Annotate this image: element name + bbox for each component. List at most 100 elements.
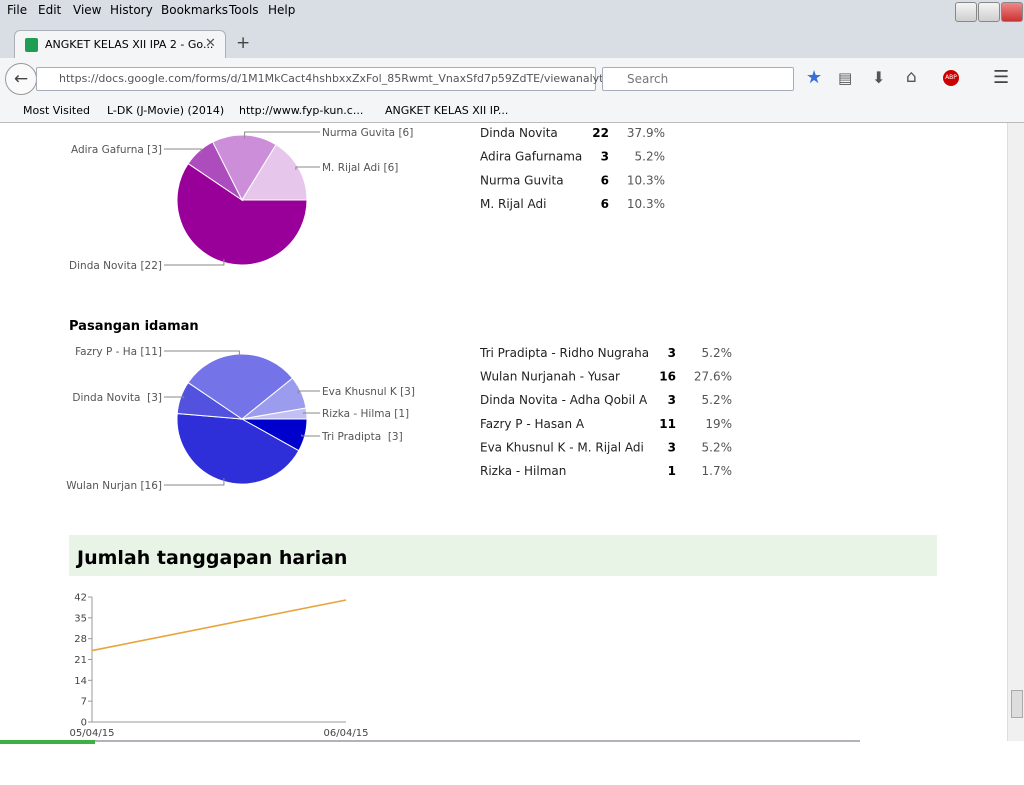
menu-item[interactable]: File [7, 3, 28, 17]
row-percent: 5.2% [702, 440, 733, 454]
bookmark[interactable]: L-DK (J-Movie) (2014) [107, 104, 225, 117]
scrollbar[interactable] [1007, 123, 1024, 741]
row-percent: 37.9% [627, 126, 665, 140]
y-tick-label: 28 [74, 634, 87, 645]
row-percent: 1.7% [702, 464, 733, 478]
menu-item[interactable]: History [110, 3, 153, 17]
pie-label: Fazry P - Ha [11] [75, 346, 162, 358]
reading-list[interactable]: ▤ [838, 69, 853, 87]
bookmark[interactable]: http://www.fyp-kun.c... [239, 104, 364, 117]
row-name: Nurma Guvita [480, 173, 564, 187]
row-count: 11 [659, 417, 676, 431]
row-percent: 19% [705, 417, 732, 431]
pie-label: Dinda Novita [3] [72, 392, 162, 404]
progress-bar [0, 740, 95, 744]
y-tick-label: 42 [74, 593, 87, 604]
row-count: 3 [668, 393, 676, 407]
pie-label: Nurma Guvita [6] [322, 127, 413, 139]
bookmarks-bar: Most Visited L-DK (J-Movie) (2014) http:… [0, 100, 1024, 123]
leader-line [164, 478, 225, 486]
tab-icon [25, 38, 38, 52]
menu-item[interactable]: Help [268, 3, 296, 17]
close-button[interactable] [1001, 2, 1023, 22]
row-name: M. Rijal Adi [480, 197, 546, 211]
row-count: 3 [601, 150, 609, 164]
leader-line [301, 434, 320, 437]
home[interactable]: ⌂ [906, 67, 917, 87]
pie-label: Eva Khusnul K [3] [322, 386, 415, 398]
row-name: Dinda Novita [480, 126, 558, 140]
line-series [91, 599, 347, 652]
menu-item[interactable]: View [73, 3, 102, 17]
pie-label: Adira Gafurna [3] [71, 144, 162, 156]
leader-line [303, 412, 320, 414]
search-box[interactable]: Search [602, 67, 794, 91]
restore-button[interactable] [978, 2, 1000, 22]
row-percent: 10.3% [627, 173, 665, 187]
row-percent: 5.2% [635, 150, 666, 164]
row-count: 16 [659, 370, 676, 384]
pie-label: Wulan Nurjan [16] [66, 480, 162, 492]
bookmark[interactable]: ANGKET KELAS XII IP... [385, 104, 509, 117]
y-tick-label: 0 [81, 718, 87, 729]
x-tick-label: 06/04/15 [324, 728, 369, 739]
minimize-button[interactable] [955, 2, 977, 22]
url-text: https://docs.google.com/forms/d/1M1MkCac… [59, 72, 625, 85]
section-title: Jumlah tanggapan harian [75, 547, 347, 569]
y-tick-label: 35 [74, 613, 87, 624]
leader-line [297, 390, 320, 394]
search-placeholder: Search [627, 72, 669, 86]
menu-bar: File Edit View History Bookmarks Tools H… [0, 0, 1024, 22]
menu-button[interactable]: ☰ [993, 67, 1010, 88]
leader-line [244, 131, 320, 139]
bookmark-star[interactable]: ★ [806, 67, 823, 88]
menu-item[interactable]: Bookmarks [161, 3, 229, 17]
pie-slice [241, 143, 308, 201]
row-name: Eva Khusnul K - M. Rijal Adi [480, 440, 644, 454]
pie-slice [176, 162, 308, 266]
leader-line [164, 350, 240, 358]
pie-label: M. Rijal Adi [6] [322, 162, 398, 174]
leader-line [295, 166, 320, 170]
downloads[interactable]: ⬇ [872, 68, 886, 87]
pie-slice [176, 412, 300, 485]
pie-label: Rizka - Hilma [1] [322, 408, 409, 420]
bookmark[interactable]: Most Visited [23, 104, 90, 117]
leader-line [164, 148, 202, 154]
x-tick-label: 05/04/15 [70, 728, 115, 739]
row-count: 3 [668, 440, 676, 454]
scroll-thumb[interactable] [1011, 690, 1023, 718]
menu-item[interactable]: Tools [229, 3, 259, 17]
row-name: Adira Gafurnama [480, 150, 582, 164]
y-tick-label: 21 [74, 655, 87, 666]
leader-line [164, 259, 225, 266]
tab-close[interactable]: ✕ [205, 36, 216, 51]
row-name: Tri Pradipta - Ridho Nugraha [479, 346, 649, 360]
pie-label: Dinda Novita [22] [69, 260, 162, 272]
pie-label: Tri Pradipta [3] [321, 431, 403, 443]
back-button[interactable]: ← [5, 63, 37, 95]
new-tab-button[interactable]: + [236, 33, 251, 53]
chart-title: Pasangan idaman [69, 319, 199, 334]
y-tick-label: 7 [81, 697, 87, 708]
url-bar[interactable]: https://docs.google.com/forms/d/1M1MkCac… [36, 67, 624, 91]
menu-item[interactable]: Edit [38, 3, 62, 17]
row-name: Dinda Novita - Adha Qobil A [480, 393, 648, 407]
row-name: Rizka - Hilman [480, 464, 566, 478]
row-count: 6 [601, 173, 609, 187]
row-percent: 5.2% [702, 346, 733, 360]
row-percent: 10.3% [627, 197, 665, 211]
tab[interactable]: ANGKET KELAS XII IPA 2 - Go... ✕ [14, 30, 226, 59]
row-percent: 27.6% [694, 370, 732, 384]
row-name: Wulan Nurjanah - Yusar [480, 370, 620, 384]
row-percent: 5.2% [702, 393, 733, 407]
row-count: 22 [592, 126, 609, 140]
y-tick-label: 14 [74, 676, 87, 687]
leader-line [164, 396, 185, 399]
adblock-icon[interactable]: ABP [943, 70, 959, 86]
row-count: 3 [668, 346, 676, 360]
tab-title: ANGKET KELAS XII IPA 2 - Go... [45, 38, 214, 51]
row-count: 6 [601, 197, 609, 211]
